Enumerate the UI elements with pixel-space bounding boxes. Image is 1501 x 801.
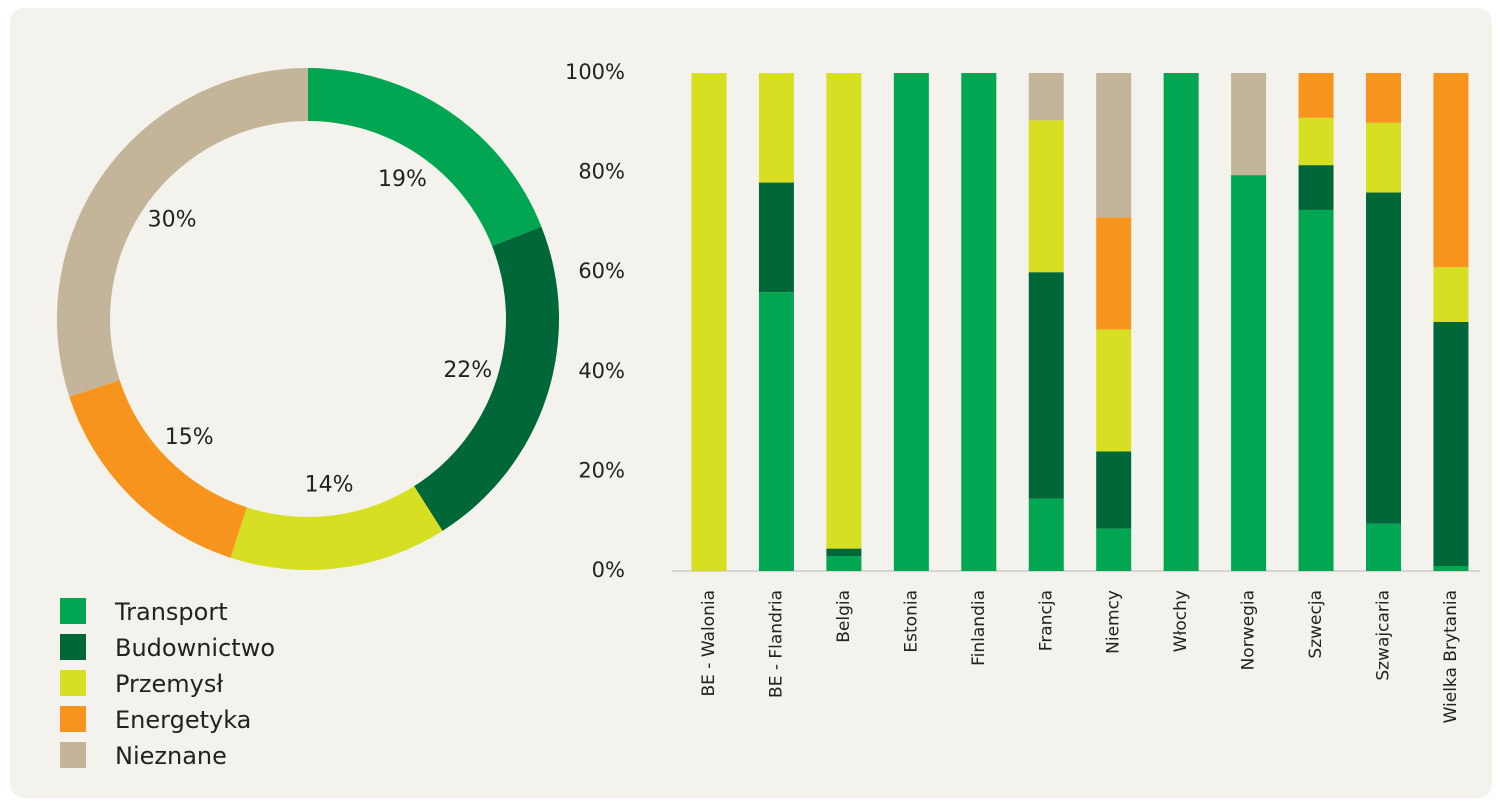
bar-segment [1298, 117, 1334, 166]
bar-segment [1231, 175, 1267, 571]
bar-segment [1433, 322, 1469, 567]
bar-segment [1231, 73, 1267, 176]
bar-segment [1163, 73, 1199, 571]
bar-segment [1298, 209, 1334, 571]
legend-label: Nieznane [115, 742, 227, 770]
bar-segment [1298, 73, 1334, 118]
x-tick-label: Estonia [901, 590, 921, 653]
legend-label: Energetyka [115, 706, 251, 734]
legend-label: Budownictwo [115, 634, 275, 662]
data-label: 22% [443, 358, 492, 383]
x-tick-label: Belgia [834, 590, 854, 643]
x-tick-label: BE - Walonia [699, 590, 719, 697]
bar-segment [893, 73, 929, 571]
donut-slice [414, 226, 559, 531]
donut-slice [69, 380, 247, 558]
bar-segment [1366, 523, 1401, 571]
y-tick-label: 0% [592, 558, 625, 582]
bar-segment [1096, 329, 1132, 452]
donut-slice [56, 68, 308, 397]
bar-segment [1096, 73, 1132, 218]
x-tick-label: Niemcy [1104, 590, 1124, 654]
donut-slice [230, 486, 443, 571]
bar-segment [1096, 217, 1132, 330]
legend-swatch [60, 634, 86, 660]
y-tick-label: 60% [578, 259, 625, 283]
bar-segment [826, 548, 862, 557]
data-label: 14% [305, 473, 354, 498]
bar-segment [1366, 122, 1401, 193]
x-tick-label: Włochy [1171, 590, 1191, 652]
legend-swatch [60, 598, 86, 624]
bar-segment [758, 182, 794, 293]
y-tick-label: 80% [578, 160, 625, 184]
bar-segment [758, 292, 794, 571]
bar-segment [1433, 566, 1469, 571]
bar-segment [826, 73, 862, 549]
y-tick-label: 20% [578, 458, 625, 482]
bar-segment [758, 73, 794, 183]
bar-segment [961, 73, 997, 571]
y-tick-label: 40% [578, 359, 625, 383]
x-tick-label: BE - Flandria [766, 590, 786, 698]
bar-segment [1096, 451, 1132, 529]
x-tick-label: Norwegia [1239, 590, 1259, 670]
legend-label: Przemysł [115, 670, 223, 698]
data-label: 19% [378, 167, 427, 192]
y-tick-label: 100% [565, 60, 625, 84]
bar-segment [1433, 73, 1469, 268]
x-tick-label: Finlandia [969, 590, 989, 666]
x-tick-label: Wielka Brytania [1441, 590, 1461, 723]
bar-segment [1433, 267, 1469, 322]
data-label: 30% [148, 207, 197, 232]
x-tick-label: Francja [1036, 590, 1056, 651]
bar-segment [691, 73, 727, 571]
legend-swatch [60, 742, 86, 768]
x-tick-label: Szwajcaria [1374, 590, 1394, 681]
bar-segment [1028, 498, 1064, 571]
donut-slice [308, 68, 542, 247]
bar-segment [1096, 528, 1132, 571]
legend-swatch [60, 670, 86, 696]
bar-segment [1366, 73, 1401, 123]
x-tick-label: Szwecja [1306, 590, 1326, 659]
data-label: 15% [165, 425, 214, 450]
legend-label: Transport [114, 598, 228, 626]
bar-segment [1366, 192, 1401, 524]
bar-segment [1298, 165, 1334, 210]
bar-segment [1028, 73, 1064, 121]
bar-segment [1028, 272, 1064, 499]
bar-segment [826, 556, 862, 571]
legend-swatch [60, 706, 86, 732]
bar-segment [1028, 120, 1064, 273]
